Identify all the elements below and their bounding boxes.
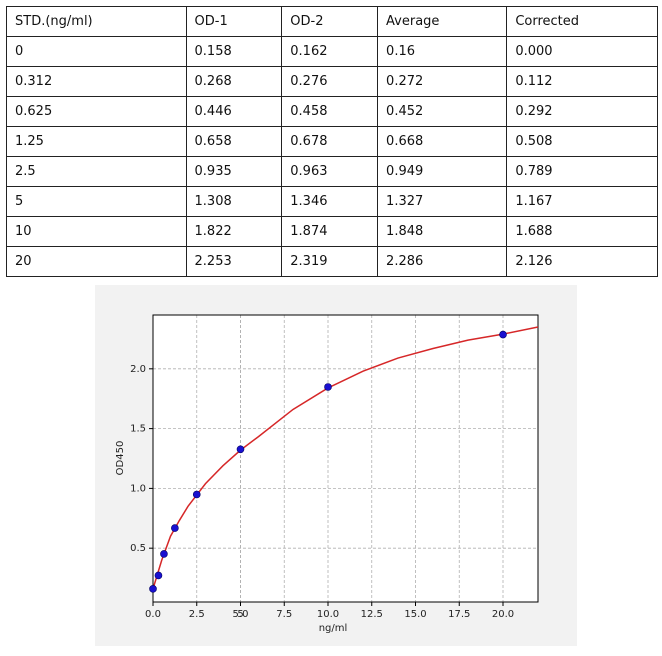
x-tick-label: 17.5 — [448, 609, 470, 620]
data-point — [499, 330, 507, 339]
table-cell: OD-1 — [185, 6, 283, 37]
data-point — [160, 550, 168, 558]
table-cell: 0.162 — [281, 36, 379, 67]
table-cell: 2.5 — [6, 156, 187, 187]
data-table: STD.(ng/ml) OD-1 OD-2 Average Corrected 0 0.15… — [6, 6, 658, 277]
x-tick-label: 15.0 — [404, 609, 426, 620]
table-cell: 1.25 — [6, 126, 187, 157]
y-tick-label: 0.5 — [130, 543, 146, 554]
table-cell: 0.276 — [281, 66, 379, 97]
data-point — [171, 524, 179, 532]
table-row: 0 0.158 0.162 0.16 0.000 — [6, 36, 658, 67]
table-row: 20 2.253 2.319 2.286 2.126 — [6, 246, 658, 277]
x-tick-label: 7.5 — [276, 609, 292, 620]
data-point — [324, 383, 332, 391]
table-row: 0.312 0.268 0.276 0.272 0.112 — [6, 66, 658, 97]
table-cell: 0.16 — [377, 36, 508, 67]
table-cell: 0.678 — [281, 126, 379, 157]
table-row: 5 1.308 1.346 1.327 1.167 — [6, 186, 658, 217]
header-row: STD.(ng/ml) OD-1 OD-2 Average Corrected — [6, 6, 658, 37]
table-cell: 2.253 — [185, 246, 283, 277]
table-cell: 0.272 — [377, 66, 508, 97]
table-cell: 2.126 — [506, 246, 658, 277]
table-cell: 1.688 — [506, 216, 658, 247]
table-cell: 1.822 — [185, 216, 283, 247]
x-tick-label: 5.0 — [233, 609, 249, 620]
table-cell: 0.668 — [377, 126, 508, 157]
table-row: 0.625 0.446 0.458 0.452 0.292 — [6, 96, 658, 127]
table-cell: 0.446 — [185, 96, 283, 127]
table-cell: 0.000 — [506, 36, 658, 67]
table-cell: 0.268 — [185, 66, 283, 97]
table-cell: 1.874 — [281, 216, 379, 247]
table-cell: 0.158 — [185, 36, 283, 67]
table-cell: 0 — [6, 36, 187, 67]
x-tick-label: 12.5 — [361, 609, 383, 620]
y-axis-label: OD450 — [115, 441, 126, 476]
table-cell: 2.319 — [281, 246, 379, 277]
y-tick-label: 1.0 — [130, 483, 146, 494]
x-tick-label: 2.5 — [189, 609, 205, 620]
table-cell: 1.848 — [377, 216, 508, 247]
table-cell: 0.112 — [506, 66, 658, 97]
table-cell: 0.935 — [185, 156, 283, 187]
table-cell: 0.508 — [506, 126, 658, 157]
table-cell: 1.167 — [506, 186, 658, 217]
table-cell: 0.292 — [506, 96, 658, 127]
table-cell: 0.949 — [377, 156, 508, 187]
table-cell: 1.308 — [185, 186, 283, 217]
chart: ng/ml OD450 0.0 2.5 55.0 7.5 10.0 12.5 15.0 17.… — [95, 285, 577, 646]
table-cell: 0.658 — [185, 126, 283, 157]
plot-area — [153, 315, 538, 602]
data-point — [154, 571, 163, 580]
data-point — [236, 445, 245, 454]
table-cell: 1.327 — [377, 186, 508, 217]
table-cell: Corrected — [506, 6, 658, 37]
x-axis-label: ng/ml — [319, 623, 348, 634]
table-cell: STD.(ng/ml) — [6, 6, 187, 37]
table-row: 1.25 0.658 0.678 0.668 0.508 — [6, 126, 658, 157]
table-row: 2.5 0.935 0.963 0.949 0.789 — [6, 156, 658, 187]
table-cell: 0.458 — [281, 96, 379, 127]
x-tick-label: 5 — [237, 609, 243, 620]
table-cell: 2.286 — [377, 246, 508, 277]
y-tick-label: 1.5 — [130, 424, 146, 435]
table-cell: Average — [377, 6, 508, 37]
table-cell: 0.625 — [6, 96, 187, 127]
table-cell: 10 — [6, 216, 187, 247]
table-cell: 5 — [6, 186, 187, 217]
data-point — [192, 490, 201, 499]
data-point — [149, 585, 157, 593]
x-tick-label: 10.0 — [317, 609, 339, 620]
table-cell: 0.312 — [6, 66, 187, 97]
y-tick-label: 2.0 — [130, 364, 146, 375]
table-cell: 0.452 — [377, 96, 508, 127]
x-tick-label: 20.0 — [492, 609, 514, 620]
x-tick-label: 0.0 — [145, 609, 161, 620]
table-cell: 0.789 — [506, 156, 658, 187]
table-cell: 1.346 — [281, 186, 379, 217]
table-cell: 20 — [6, 246, 187, 277]
axes-frame — [152, 314, 539, 603]
table-cell: 0.963 — [281, 156, 379, 187]
table-cell: OD-2 — [281, 6, 379, 37]
table-row: 10 1.822 1.874 1.848 1.688 — [6, 216, 658, 247]
